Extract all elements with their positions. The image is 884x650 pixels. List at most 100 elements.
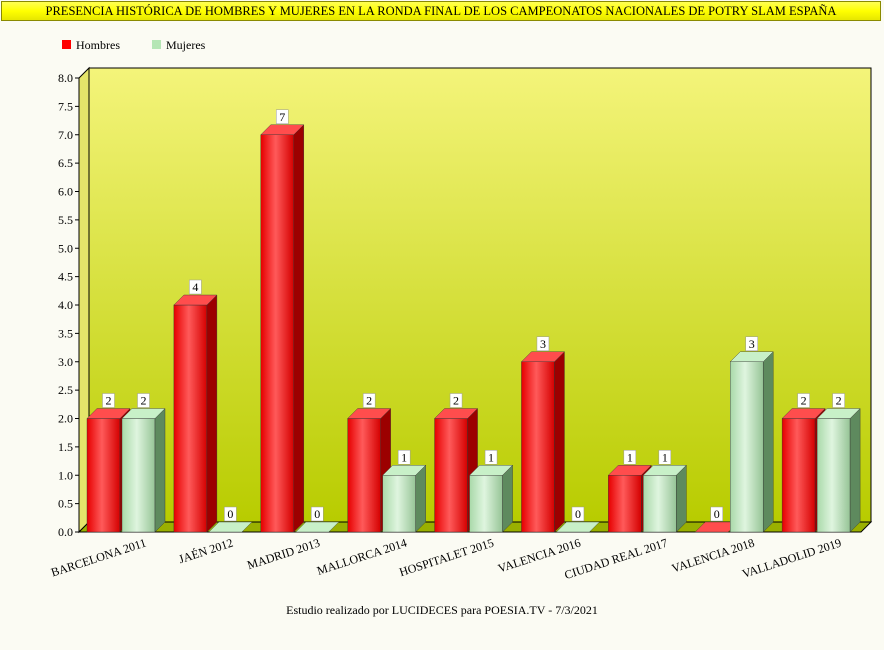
data-label-box — [484, 450, 498, 465]
bar-side-mujeres — [676, 464, 687, 533]
x-tick-label: MALLORCA 2014 — [315, 536, 408, 578]
y-tick-label: 8.0 — [58, 71, 73, 85]
bar-side-hombres — [293, 124, 304, 533]
bar-mujeres — [643, 475, 677, 533]
bar-hombres — [434, 418, 468, 533]
data-label: 2 — [453, 394, 459, 408]
data-label-box — [137, 393, 150, 408]
y-tick-label: 2.5 — [58, 383, 73, 397]
bar-hombres — [86, 418, 121, 533]
data-label: 3 — [540, 337, 546, 351]
bar-top-hombres — [86, 408, 131, 419]
data-label-box — [797, 393, 810, 408]
chart-footer-note: Estudio realizado por LUCIDECES para POE… — [286, 603, 598, 617]
data-label-box — [102, 393, 115, 408]
data-label-box — [832, 393, 845, 408]
data-label: 1 — [401, 450, 407, 464]
data-label-box — [224, 506, 237, 522]
bar-top-mujeres — [469, 465, 514, 476]
legend-swatch-hombres — [62, 40, 71, 49]
data-label-box — [571, 506, 585, 522]
y-tick-label: 5.0 — [58, 241, 73, 255]
bar-side-hombres — [206, 294, 218, 533]
bar-hombres — [173, 304, 208, 533]
data-label-box — [623, 450, 637, 465]
data-label-box — [397, 450, 411, 465]
x-tick-label: JAÉN 2012 — [177, 536, 235, 567]
y-tick-label: 1.5 — [58, 440, 73, 454]
bar-top-mujeres — [729, 351, 774, 362]
bar-hombres — [608, 475, 642, 533]
x-tick-label: VALLADOLID 2019 — [740, 536, 843, 581]
x-tick-label: MADRID 2013 — [245, 536, 321, 573]
y-tick-label: 6.0 — [58, 185, 73, 199]
data-label: 2 — [141, 394, 147, 408]
chart-title: PRESENCIA HISTÓRICA DE HOMBRES Y MUJERES… — [1, 1, 881, 21]
bar-mujeres — [730, 361, 764, 533]
x-tick-label: HOSPITALET 2015 — [397, 536, 495, 580]
data-label-box — [536, 336, 550, 351]
data-label: 1 — [662, 450, 668, 464]
y-tick-label: 4.5 — [58, 270, 73, 284]
bar-top-hombres — [607, 465, 652, 476]
data-label: 2 — [106, 394, 112, 408]
y-tick-label: 6.5 — [58, 156, 73, 170]
bar-side-mujeres — [154, 408, 166, 533]
bar-top-mujeres — [295, 521, 340, 533]
bar-top-hombres — [260, 124, 305, 135]
data-label-box — [362, 393, 376, 408]
data-label-box — [276, 109, 289, 124]
bar-top-hombres — [520, 351, 565, 362]
bar-side-hombres — [554, 351, 565, 533]
bar-side-mujeres — [502, 464, 513, 533]
data-label-box — [745, 336, 758, 351]
data-label: 0 — [714, 507, 720, 521]
data-label: 2 — [801, 394, 807, 408]
bar-top-hombres — [173, 294, 218, 306]
bar-side-mujeres — [763, 351, 774, 533]
legend-label-mujeres: Mujeres — [166, 38, 206, 52]
data-label: 1 — [627, 450, 633, 464]
bar-top-mujeres — [382, 465, 427, 476]
x-tick-label: BARCELONA 2011 — [49, 536, 148, 580]
data-label: 1 — [488, 450, 494, 464]
data-label: 2 — [836, 394, 842, 408]
bar-mujeres — [816, 418, 851, 533]
y-tick-label: 4.0 — [58, 298, 73, 312]
y-tick-label: 3.5 — [58, 326, 73, 340]
y-tick-label: 0.0 — [58, 525, 73, 539]
data-label: 7 — [279, 110, 285, 124]
data-label-box — [311, 506, 324, 522]
legend-swatch-mujeres — [152, 40, 161, 49]
y-tick-label: 5.5 — [58, 213, 73, 227]
y-tick-label: 0.5 — [58, 497, 73, 511]
y-tick-label: 7.5 — [58, 99, 73, 113]
data-label: 0 — [314, 507, 320, 521]
data-label: 0 — [227, 507, 233, 521]
legend-label-hombres: Hombres — [76, 38, 120, 52]
data-label: 4 — [192, 280, 198, 294]
data-label-box — [658, 450, 672, 465]
bar-hombres — [260, 134, 294, 533]
data-label-box — [449, 393, 463, 408]
data-label-box — [189, 279, 202, 295]
y-tick-label: 3.0 — [58, 355, 73, 369]
bar-top-mujeres — [816, 408, 861, 419]
bar-side-mujeres — [849, 408, 861, 533]
data-label-box — [710, 506, 723, 522]
bar-top-mujeres — [208, 521, 253, 533]
bar-top-hombres — [781, 408, 826, 419]
bar-top-mujeres — [642, 465, 687, 476]
bar-hombres — [521, 361, 555, 533]
data-label: 0 — [575, 507, 581, 521]
bar-side-mujeres — [415, 464, 426, 533]
bar-hombres — [347, 418, 381, 533]
bar-mujeres — [382, 475, 416, 533]
data-label: 2 — [366, 394, 372, 408]
bar-top-hombres — [434, 408, 479, 419]
bar-top-mujeres — [121, 408, 166, 419]
y-tick-label: 1.0 — [58, 468, 73, 482]
bar-hombres — [781, 418, 816, 533]
y-tick-label: 7.0 — [58, 128, 73, 142]
